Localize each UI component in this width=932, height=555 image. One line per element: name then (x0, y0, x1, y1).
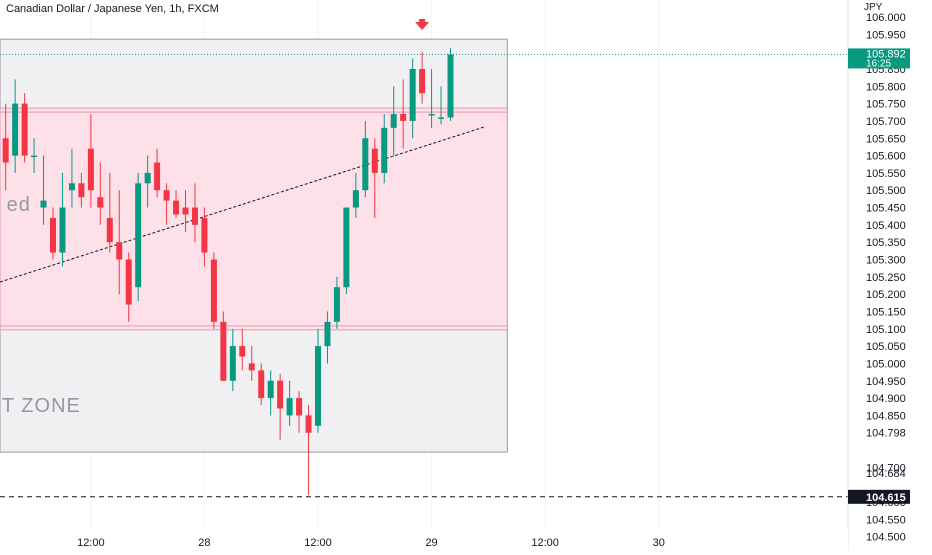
y-tick-label: 104.500 (866, 532, 906, 544)
y-tick-label: 106.000 (866, 12, 906, 24)
y-tick-label: 105.800 (866, 81, 906, 93)
candle-body (419, 68, 426, 94)
candle-body (324, 321, 331, 347)
y-tick-label: 104.684 (866, 468, 906, 480)
y-tick-label: 104.950 (866, 376, 906, 388)
low-price-badge (848, 489, 910, 504)
candle-body (68, 183, 75, 191)
candle-body (409, 68, 416, 121)
candle-body (163, 190, 170, 201)
candle-body (154, 162, 161, 191)
candle-body (258, 370, 265, 399)
candle-body (286, 398, 293, 416)
x-tick-label: 12:00 (304, 537, 332, 549)
x-tick-label: 30 (653, 537, 665, 549)
candle-body (201, 217, 208, 253)
y-tick-label: 105.500 (866, 185, 906, 197)
x-tick-label: 28 (198, 537, 210, 549)
y-tick-label: 104.900 (866, 393, 906, 405)
y-tick-label: 105.350 (866, 237, 906, 249)
y-tick-label: 105.100 (866, 324, 906, 336)
down-arrow-marker (415, 22, 430, 30)
countdown-label: 16:25 (866, 58, 891, 69)
candle-body (116, 242, 123, 260)
candle-body (21, 103, 28, 156)
current-price-label: 105.892 (866, 48, 906, 60)
candle-body (447, 54, 454, 118)
chart-title: Canadian Dollar / Japanese Yen, 1h, FXCM (6, 3, 219, 15)
candle-body (315, 346, 321, 426)
current-price-badge (848, 48, 910, 69)
candle-body (248, 363, 255, 371)
candle-body (40, 200, 47, 208)
candle-body (135, 183, 142, 288)
x-tick-label: 12:00 (77, 537, 105, 549)
y-tick-label: 105.950 (866, 29, 906, 41)
y-tick-label: 105.000 (866, 358, 906, 370)
candle-body (106, 217, 113, 243)
low-price-label: 104.615 (866, 492, 906, 504)
candle-body (400, 114, 407, 121)
candle-body (173, 200, 180, 215)
candle-body (12, 103, 19, 156)
down-arrow-marker (419, 19, 426, 23)
y-tick-label: 105.300 (866, 255, 906, 267)
y-tick-label: 105.450 (866, 203, 906, 215)
candle-body (305, 415, 312, 433)
candle-body (352, 190, 359, 208)
candle-body (210, 259, 217, 322)
y-tick-label: 105.050 (866, 341, 906, 353)
candle-body (229, 346, 236, 381)
y-tick-label: 104.798 (866, 428, 906, 440)
zone-label: T ZONE (2, 395, 81, 417)
candle-body (239, 346, 246, 357)
y-tick-label: 104.850 (866, 410, 906, 422)
candle-body (31, 155, 38, 158)
candle-body (371, 148, 378, 173)
currency-label: JPY (864, 2, 883, 13)
y-tick-label: 105.650 (866, 133, 906, 145)
candle-body (220, 321, 227, 381)
candle-body (362, 138, 369, 191)
candle-body (277, 380, 284, 409)
x-tick-label: 29 (425, 537, 437, 549)
candle-body (343, 207, 350, 288)
zone-inner (0, 107, 508, 331)
candle-body (438, 117, 445, 119)
candle-body (97, 197, 104, 208)
candle-body (296, 398, 303, 416)
y-tick-label: 105.550 (866, 168, 906, 180)
candle-body (390, 114, 397, 128)
candle-body (144, 172, 151, 184)
candle-body (2, 138, 9, 163)
candle-body (50, 217, 56, 253)
y-tick-label: 104.700 (866, 462, 906, 474)
candle-body (381, 127, 388, 173)
candle-body (428, 114, 435, 116)
y-tick-label: 105.700 (866, 116, 906, 128)
candle-body (59, 207, 66, 253)
y-tick-label: 105.750 (866, 99, 906, 111)
candle-body (78, 183, 85, 198)
y-tick-label: 105.200 (866, 289, 906, 301)
candle-body (182, 207, 189, 215)
y-tick-label: 104.550 (866, 514, 906, 526)
y-tick-label: 105.150 (866, 306, 906, 318)
y-tick-label: 105.250 (866, 272, 906, 284)
zone-label: ed (7, 194, 31, 216)
time-axis (0, 528, 848, 550)
price-axis (848, 0, 932, 550)
y-tick-label: 105.400 (866, 220, 906, 232)
candle-body (125, 259, 132, 305)
x-tick-label: 12:00 (531, 537, 559, 549)
candle-body (87, 148, 94, 191)
y-tick-label: 105.600 (866, 151, 906, 163)
candle-body (191, 207, 198, 225)
candle-body (333, 287, 340, 322)
candle-body (267, 380, 274, 399)
